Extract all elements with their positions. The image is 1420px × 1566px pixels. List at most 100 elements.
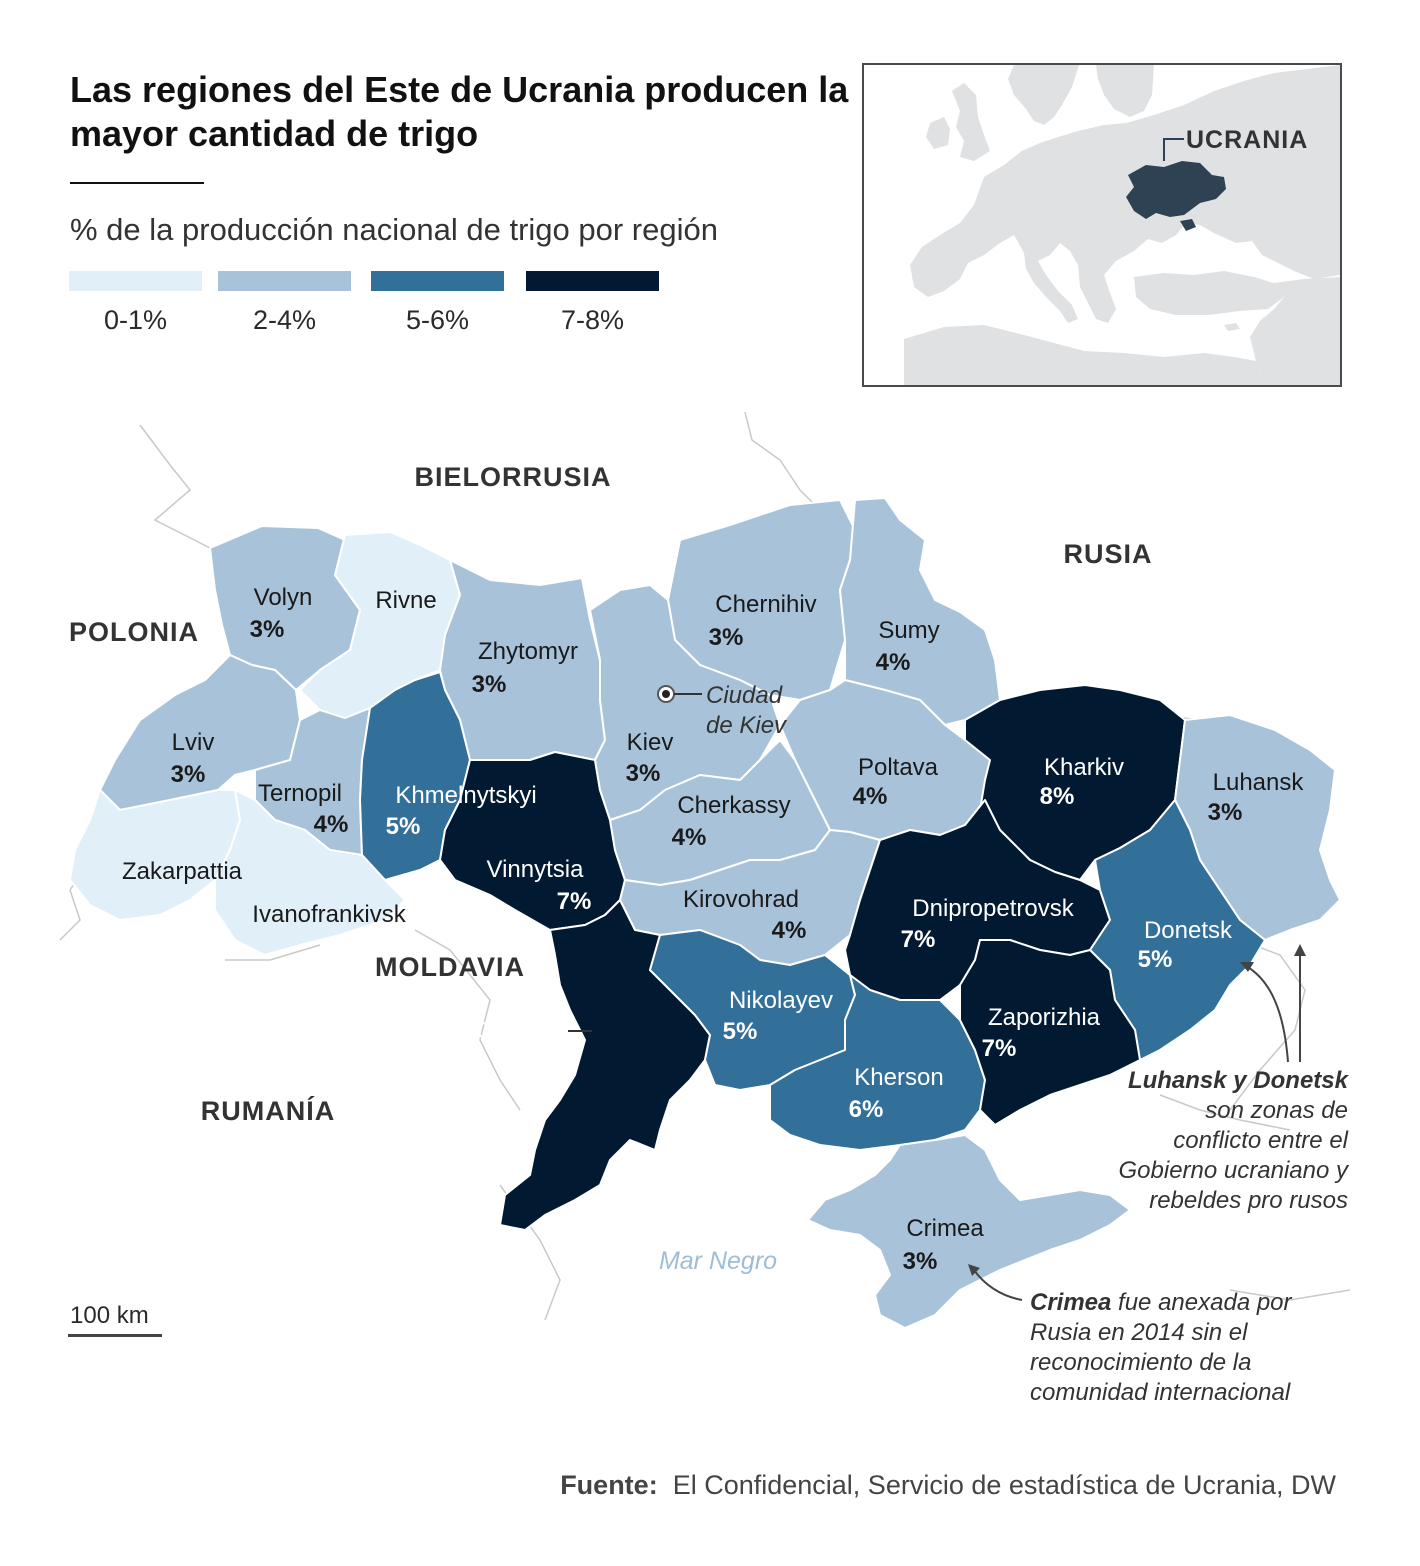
region-value: 5% — [723, 1018, 758, 1045]
region-name: Lviv — [172, 729, 215, 756]
region-name: Dnipropetrovsk — [912, 895, 1074, 922]
region-zakarpattia — [69, 789, 241, 921]
annotation-arrowheads — [968, 944, 1306, 1276]
inset-land-mideast — [1250, 277, 1340, 385]
country-label-russia: RUSIA — [1063, 539, 1152, 569]
region-name: Zaporizhia — [988, 1004, 1101, 1031]
crimea-note-bold: Crimea — [1030, 1289, 1112, 1316]
country-label-poland: POLONIA — [69, 617, 199, 647]
region-name: Volyn — [254, 584, 313, 611]
page-title: Las regiones del Este de Ucrania produce… — [70, 69, 849, 154]
region-value: 5% — [386, 813, 421, 840]
region-value: 3% — [626, 760, 661, 787]
inset-ukraine-label: UCRANIA — [1186, 126, 1308, 154]
annotation-arrows — [973, 952, 1301, 1301]
region-value: 7% — [557, 888, 592, 915]
region-name: Luhansk — [1213, 769, 1305, 796]
region-name: Cherkassy — [677, 792, 790, 819]
region-kherson — [769, 974, 986, 1151]
conflict-note-line: rebeldes pro rusos — [1149, 1187, 1348, 1214]
legend-label-7-8: 7-8% — [560, 305, 625, 335]
inset-land-italy — [1024, 253, 1078, 323]
inset-land-scandinavia — [1008, 65, 1079, 125]
crimea-note: Crimea fue anexada por Rusia en 2014 sin… — [1030, 1288, 1360, 1408]
inset-land-continent — [910, 65, 1340, 297]
region-crimea — [807, 1134, 1131, 1329]
region-value: 8% — [1040, 783, 1075, 810]
region-name: Kharkiv — [1044, 754, 1124, 781]
legend-label-0-1: 0-1% — [103, 305, 168, 335]
legend-label-2-4: 2-4% — [252, 305, 317, 335]
region-name: Sumy — [878, 617, 939, 644]
scale-bar — [68, 1334, 162, 1337]
region-value: 3% — [171, 761, 206, 788]
legend-swatch-5-6 — [371, 271, 504, 291]
arrow-conflict-curved — [1245, 965, 1289, 1063]
legend-swatch-7-8 — [526, 271, 659, 291]
region-name: Crimea — [906, 1215, 984, 1242]
scale-label: 100 km — [70, 1302, 149, 1329]
region-value: 3% — [709, 624, 744, 651]
source-label: Fuente: — [560, 1470, 658, 1500]
crimea-note-line: comunidad internacional — [1030, 1379, 1291, 1406]
conflict-note-line: conflicto entre el — [1173, 1127, 1348, 1154]
inset-ukraine-highlight — [1126, 161, 1226, 219]
crimea-note-line: Rusia en 2014 sin el — [1030, 1319, 1248, 1346]
region-value: 4% — [772, 917, 807, 944]
country-label-moldova: MOLDAVIA — [375, 952, 525, 982]
inset-crimea-highlight — [1180, 219, 1196, 231]
crimea-note-first-line: fue anexada por — [1111, 1289, 1292, 1316]
region-value: 4% — [314, 811, 349, 838]
inset-land-britain — [952, 83, 990, 161]
conflict-note-line: Gobierno ucraniano y — [1118, 1157, 1348, 1184]
region-labels: Volyn 3% Rivne Zhytomyr 3% Chernihiv 3% … — [122, 584, 1304, 1275]
region-value: 3% — [250, 616, 285, 643]
region-name: Zakarpattia — [122, 858, 243, 885]
title-divider — [70, 182, 204, 184]
region-name: Zhytomyr — [478, 638, 578, 665]
region-name: Poltava — [858, 754, 939, 781]
legend-swatch-0-1 — [69, 271, 202, 291]
region-name: Kherson — [854, 1064, 943, 1091]
sea-label: Mar Negro — [659, 1247, 777, 1275]
map-subtitle: % de la producción nacional de trigo por… — [70, 212, 718, 247]
conflict-note: Luhansk y Donetsk son zonas de conflicto… — [1020, 1066, 1348, 1216]
region-value: 4% — [853, 783, 888, 810]
crimea-note-line: reconocimiento de la — [1030, 1349, 1252, 1376]
region-value: 7% — [528, 1050, 563, 1077]
inset-land-finland — [1096, 65, 1154, 117]
arrow-crimea — [973, 1269, 1023, 1301]
europe-locator-map: UCRANIA — [862, 63, 1342, 387]
region-value: 3% — [903, 1248, 938, 1275]
region-name: Chernihiv — [715, 591, 816, 618]
region-value: 3% — [472, 671, 507, 698]
region-value: 4% — [876, 649, 911, 676]
region-name: Khmelnytskyi — [395, 782, 536, 809]
legend-label-5-6: 5-6% — [405, 305, 470, 335]
inset-land-ireland — [926, 117, 950, 149]
source-credit: Fuente: El Confidencial, Servicio de est… — [560, 1470, 1336, 1501]
region-name: Ternopil — [258, 780, 342, 807]
region-value: 7% — [982, 1035, 1017, 1062]
region-ivanofrankivsk — [214, 789, 406, 956]
inset-leader-line — [1163, 138, 1184, 161]
region-name: Nikolayev — [729, 987, 833, 1014]
kiev-city-label-1: Ciudad — [706, 682, 783, 709]
conflict-note-bold: Luhansk y Donetsk — [1127, 1067, 1348, 1094]
region-name: Rivne — [375, 587, 436, 614]
region-name: Odessa — [477, 1018, 560, 1045]
conflict-note-line: son zonas de — [1205, 1097, 1348, 1124]
inset-land-cyprus — [1224, 323, 1240, 331]
source-text: El Confidencial, Servicio de estadística… — [672, 1470, 1336, 1500]
region-name: Kiev — [627, 729, 674, 756]
inset-land-balkans — [1078, 265, 1116, 323]
inset-land-north-africa — [904, 325, 1264, 385]
region-name: Donetsk — [1144, 917, 1233, 944]
region-name: Vinnytsia — [487, 856, 585, 883]
region-value: 5% — [1138, 946, 1173, 973]
country-label-belarus: BIELORRUSIA — [414, 462, 611, 492]
regions — [69, 497, 1341, 1329]
region-value: 7% — [901, 926, 936, 953]
country-label-romania: RUMANÍA — [201, 1095, 336, 1126]
